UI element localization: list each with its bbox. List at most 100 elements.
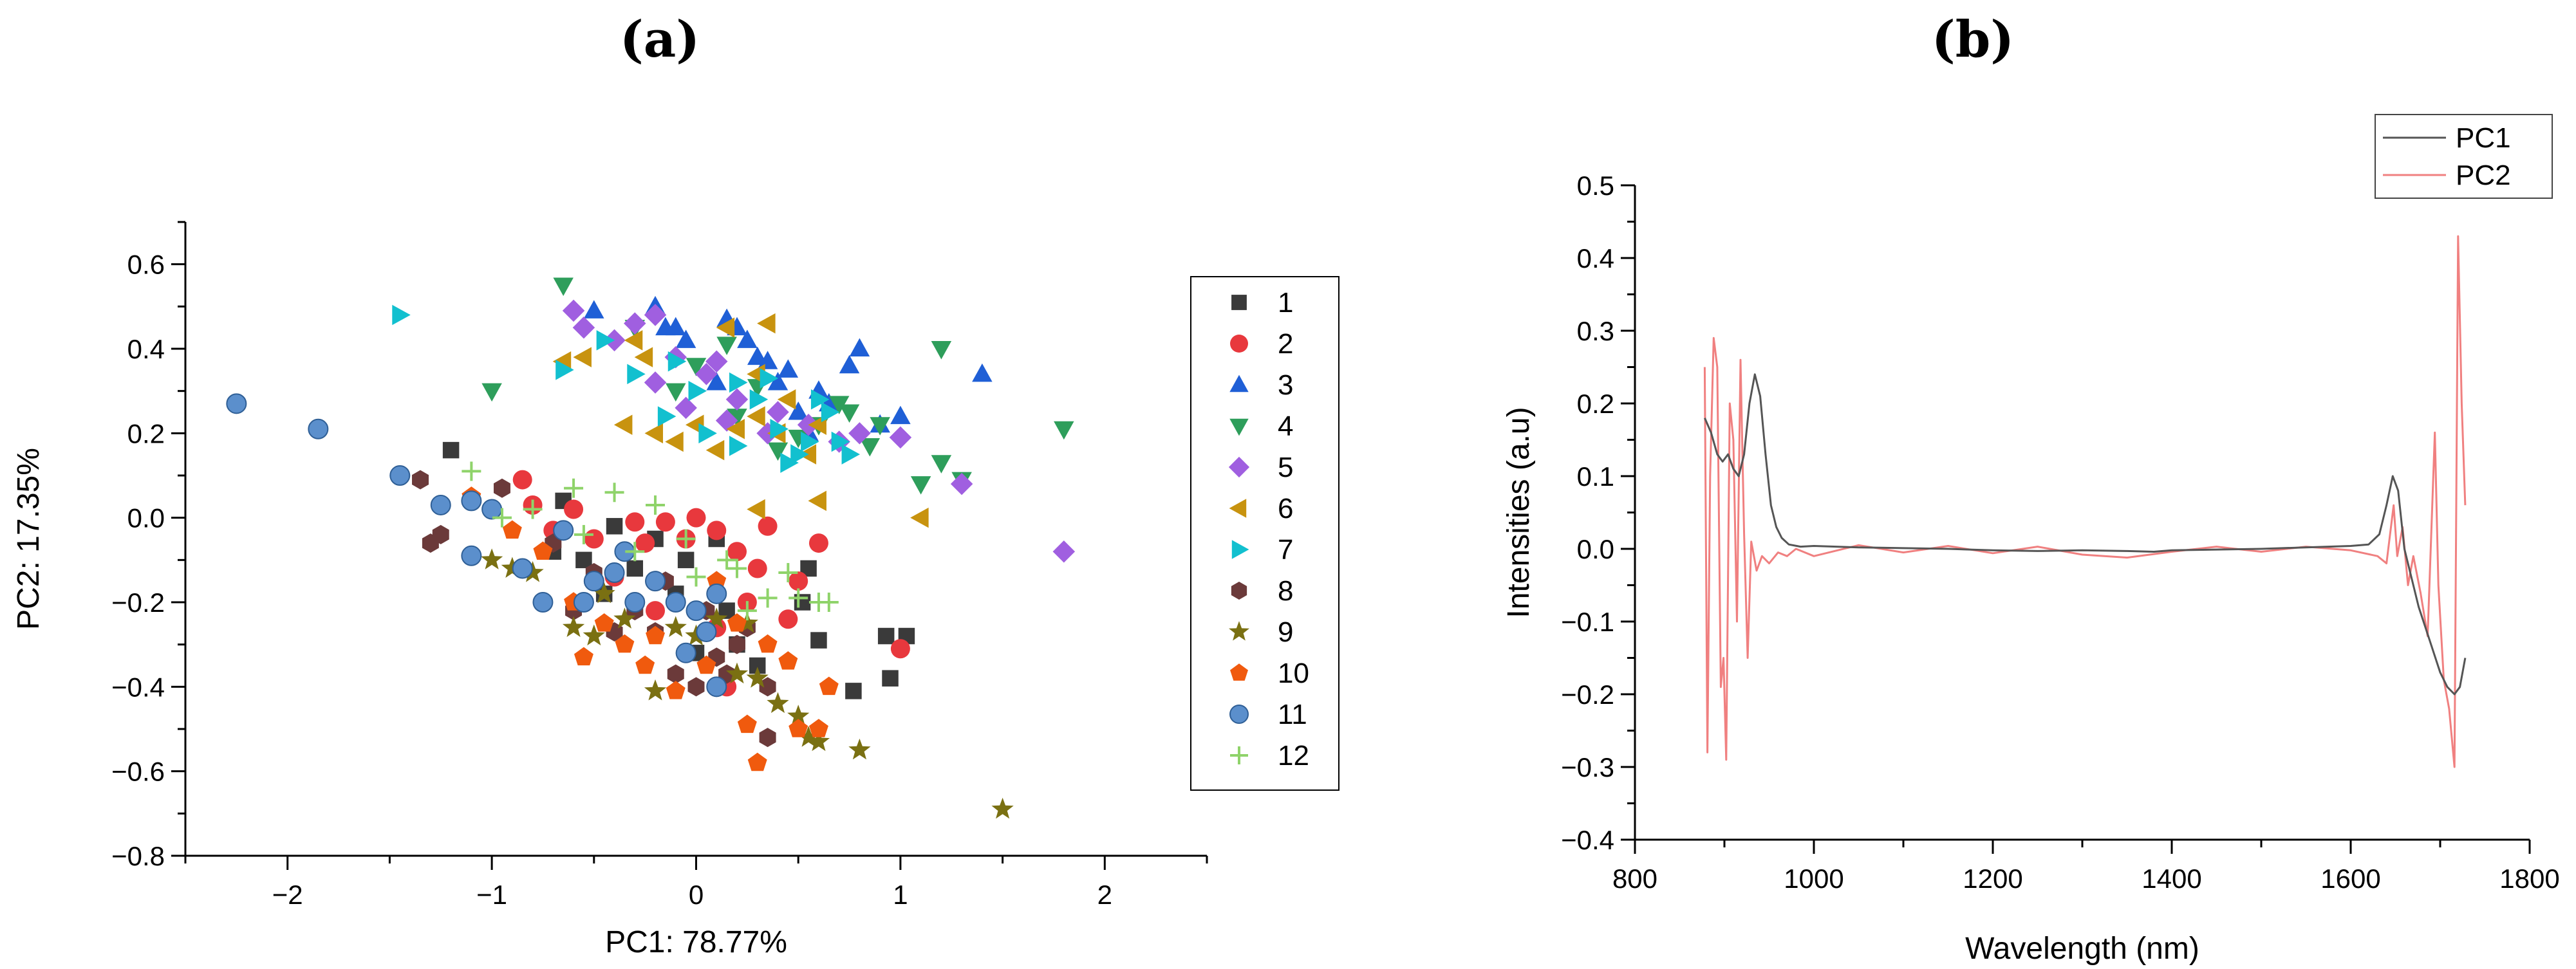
- scatter-point: [759, 677, 776, 697]
- scatter-point: [758, 634, 778, 653]
- scatter-point: [890, 639, 910, 659]
- scatter-point: [572, 316, 595, 339]
- scatter-point: [646, 495, 666, 515]
- scatter-point: [910, 507, 929, 528]
- scatter-point: [801, 431, 819, 452]
- scatter-point: [226, 393, 247, 414]
- scatter-x-tick-label: −1: [476, 880, 507, 910]
- scatter-points: [226, 277, 1076, 819]
- scatter-point: [664, 616, 687, 637]
- line-y-tick-label: 0.2: [1577, 389, 1614, 419]
- scatter-point: [562, 616, 585, 637]
- scatter-point: [584, 529, 604, 549]
- scatter-point: [594, 613, 614, 632]
- scatter-point: [625, 542, 645, 562]
- scatter-point: [747, 752, 767, 771]
- legend-label-2: 2: [1278, 328, 1293, 360]
- legend-marker-7: [1231, 540, 1249, 559]
- scatter-point: [726, 419, 745, 439]
- scatter-point: [819, 676, 839, 696]
- line-x-tick-label: 1600: [2320, 863, 2380, 894]
- legend-marker-10: [1230, 663, 1248, 681]
- scatter-point: [767, 372, 789, 391]
- scatter-point: [808, 593, 828, 612]
- scatter-point: [675, 329, 696, 348]
- line-y-tick-label: 0.0: [1577, 534, 1614, 564]
- line-y-tick-label: −0.4: [1561, 825, 1614, 855]
- scatter-point: [841, 444, 861, 465]
- scatter-point: [573, 592, 594, 613]
- scatter-point: [615, 634, 635, 653]
- scatter-point: [707, 521, 727, 540]
- scatter-point: [767, 401, 789, 423]
- scatter-series-11: [226, 393, 727, 697]
- scatter-point: [493, 478, 510, 498]
- scatter-point: [644, 679, 667, 701]
- scatter-point: [789, 571, 808, 591]
- scatter-point: [831, 431, 850, 452]
- legend-label-12: 12: [1278, 740, 1309, 771]
- line-series: [1703, 235, 2467, 768]
- scatter-point: [606, 518, 623, 535]
- panel-b-label: (b): [1932, 10, 2014, 69]
- scatter-point: [808, 719, 828, 737]
- scatter-point: [644, 304, 667, 326]
- scatter-point: [810, 632, 827, 649]
- scatter-point: [778, 359, 799, 378]
- scatter-point: [705, 607, 728, 629]
- scatter-point: [512, 470, 532, 490]
- scatter-y-tick-label: 0.4: [127, 334, 165, 364]
- scatter-point: [575, 551, 592, 569]
- scatter-point: [770, 419, 789, 439]
- scatter-point: [553, 277, 574, 296]
- scatter-point: [613, 414, 633, 435]
- scatter-point: [646, 601, 666, 621]
- scatter-point: [695, 363, 718, 385]
- scatter-point: [613, 607, 636, 629]
- scatter-point: [778, 609, 798, 629]
- scatter-point: [758, 588, 778, 608]
- scatter-point: [737, 329, 758, 348]
- scatter-point: [430, 494, 451, 515]
- line-y-tick-label: −0.1: [1561, 607, 1614, 637]
- scatter-point: [624, 592, 646, 613]
- scatter-point: [797, 726, 820, 747]
- scatter-series-12: [462, 461, 839, 621]
- scatter-point: [737, 601, 757, 621]
- line-x-tick-label: 1200: [1963, 863, 2022, 894]
- scatter-point: [810, 389, 830, 410]
- scatter-point: [767, 442, 789, 461]
- scatter-point: [521, 561, 544, 582]
- scatter-point: [729, 372, 748, 393]
- scatter-point: [532, 592, 554, 613]
- scatter-point: [877, 627, 895, 645]
- line-series-PC2: [1703, 235, 2467, 768]
- scatter-point: [696, 621, 717, 642]
- scatter-point: [698, 423, 717, 444]
- scatter-axes: −2 −1 0 1 2 −0.8 −0.6 −0.4 −0.2 0.0 0.2 0.4 0.6: [111, 221, 1208, 910]
- scatter-point: [677, 551, 695, 569]
- scatter-point: [665, 431, 684, 452]
- scatter-point: [839, 355, 860, 374]
- scatter-point: [624, 330, 643, 351]
- scatter-point: [686, 508, 706, 528]
- scatter-point: [845, 683, 862, 699]
- scatter-chart: −2 −1 0 1 2−0.8−0.6−0.4−0.20.00.20.40.6 1234…: [12, 221, 1339, 959]
- scatter-point: [757, 351, 778, 369]
- scatter-y-tick-label: −0.6: [111, 757, 165, 787]
- legend-marker-6: [1229, 499, 1247, 518]
- scatter-point: [644, 423, 664, 444]
- scatter-point: [757, 313, 776, 334]
- scatter-point: [807, 730, 830, 752]
- legend-label-11: 11: [1278, 699, 1307, 730]
- scatter-point: [667, 664, 684, 684]
- scatter-point: [635, 655, 655, 674]
- scatter-y-tick-label: 0.0: [127, 503, 165, 533]
- legend-label-10: 10: [1278, 658, 1309, 689]
- legend-label-9: 9: [1278, 616, 1293, 648]
- scatter-point: [972, 363, 993, 382]
- scatter-point: [717, 550, 737, 570]
- scatter-point: [991, 797, 1014, 819]
- scatter-point: [389, 465, 411, 486]
